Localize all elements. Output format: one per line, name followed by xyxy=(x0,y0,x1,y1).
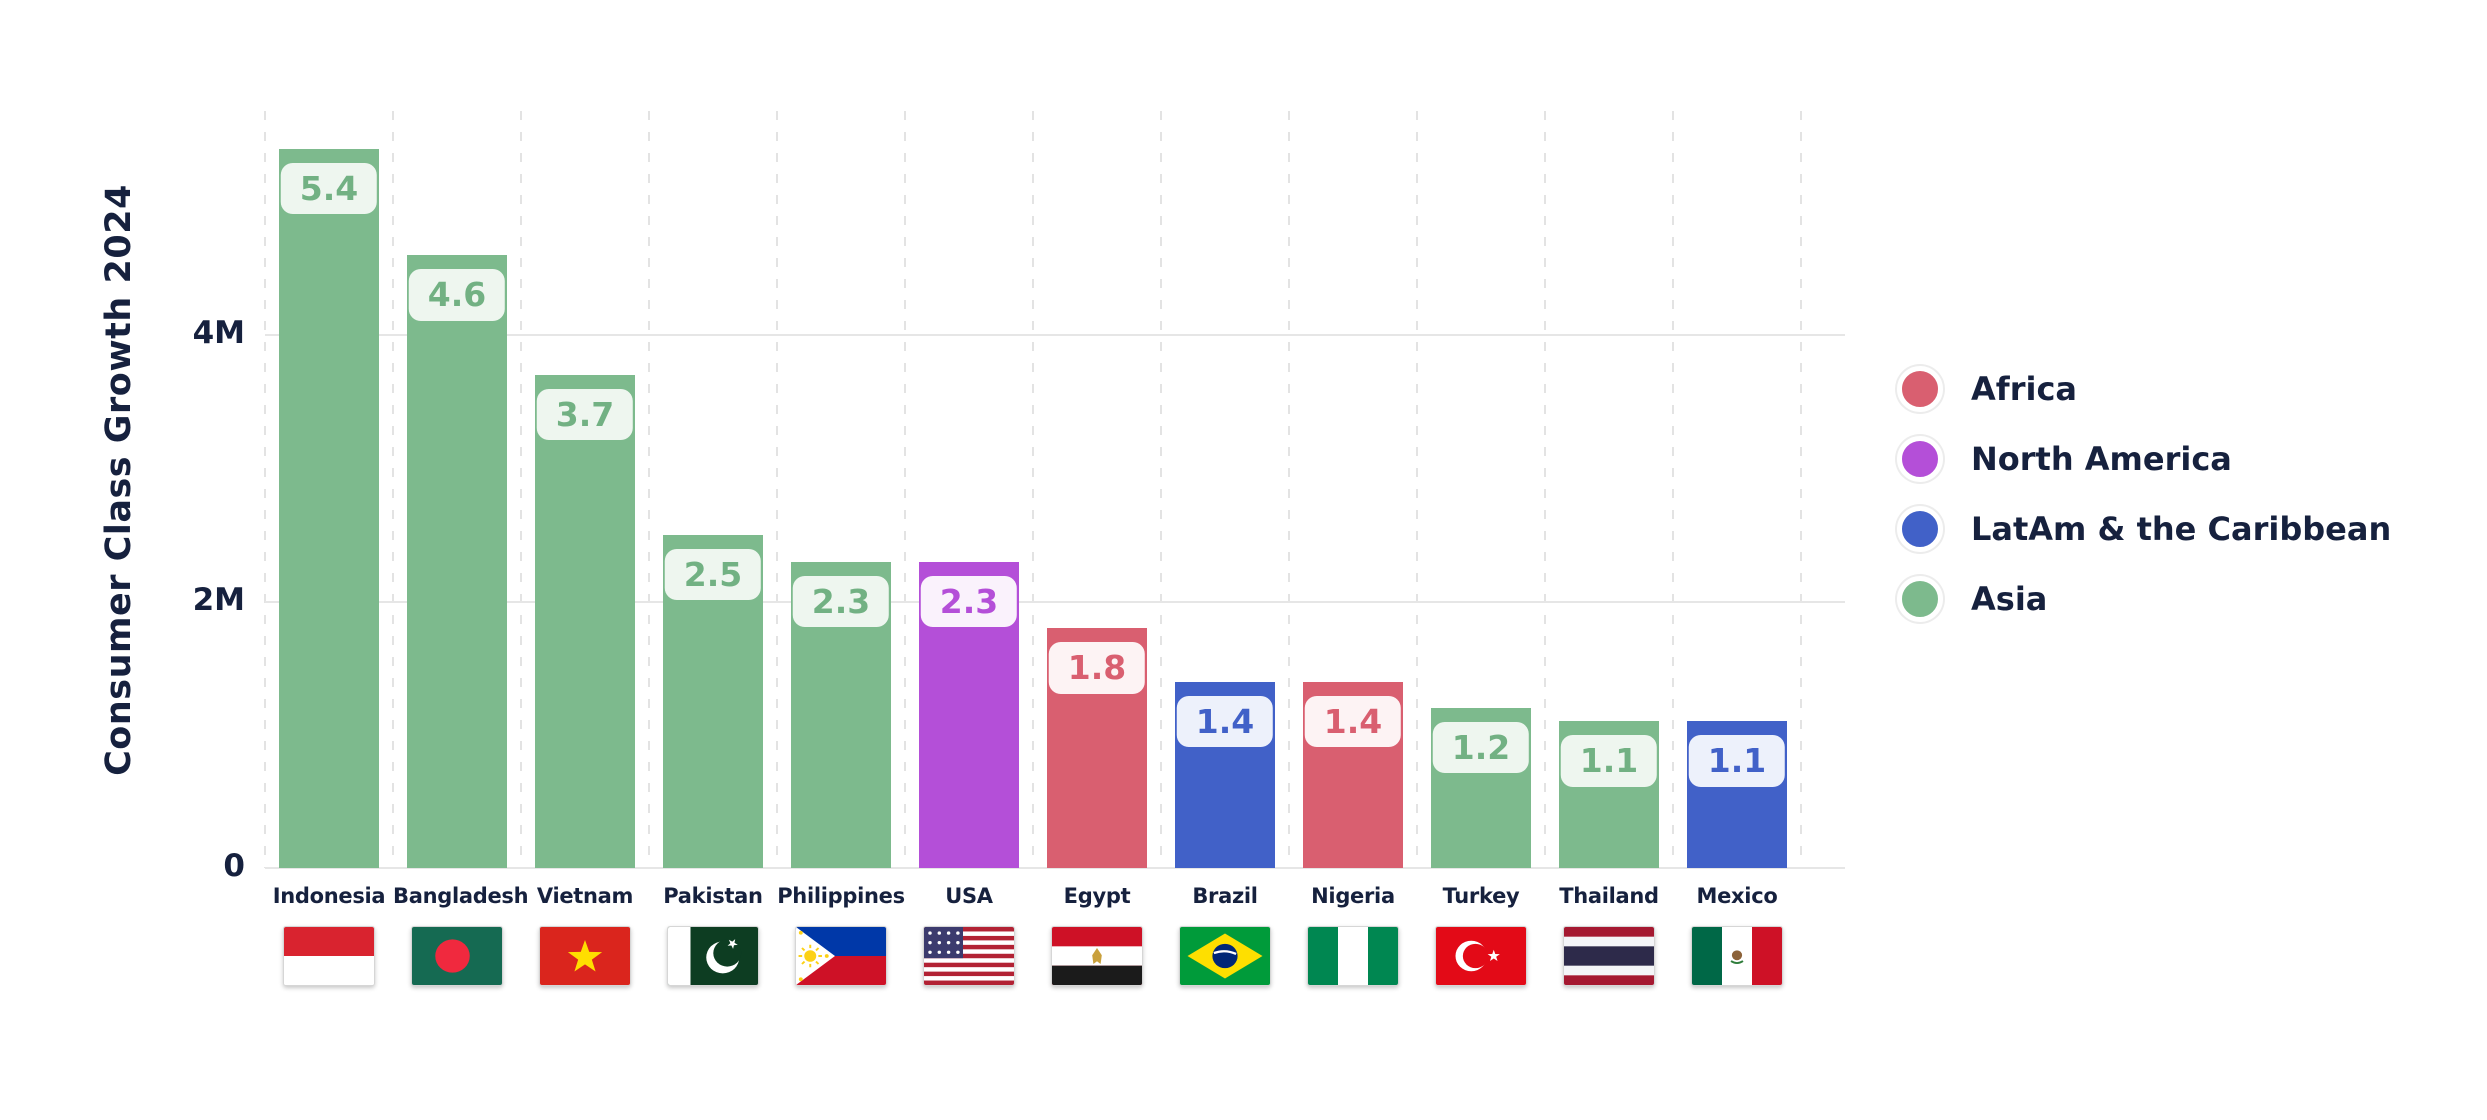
legend-item-asia: Asia xyxy=(1897,576,2391,622)
bar-egypt: 1.8 xyxy=(1047,628,1147,868)
legend-item-africa: Africa xyxy=(1897,366,2391,412)
legend-label-asia: Asia xyxy=(1971,580,2048,618)
bar-usa: 2.3 xyxy=(919,561,1019,868)
legend: Africa North America LatAm & the Caribbean… xyxy=(1897,366,2391,646)
x-label-philippines: Philippines xyxy=(777,884,905,908)
horizontal-gridline xyxy=(265,600,1845,603)
value-badge-mexico: 1.1 xyxy=(1688,735,1786,787)
vertical-gridline xyxy=(1544,111,1546,868)
value-badge-philippines: 2.3 xyxy=(792,575,890,627)
value-badge-vietnam: 3.7 xyxy=(536,389,634,441)
nigeria-flag-icon xyxy=(1307,926,1399,986)
x-label-indonesia: Indonesia xyxy=(272,884,386,908)
vertical-gridline xyxy=(1032,111,1034,868)
vertical-gridline xyxy=(1672,111,1674,868)
bar-bangladesh: 4.6 xyxy=(407,255,507,868)
x-label-egypt: Egypt xyxy=(1063,884,1131,908)
bar-nigeria: 1.4 xyxy=(1303,681,1403,868)
value-badge-pakistan: 2.5 xyxy=(664,549,762,601)
vertical-gridline xyxy=(648,111,650,868)
vertical-gridline xyxy=(264,111,266,868)
bar-indonesia: 5.4 xyxy=(279,148,379,868)
vertical-gridline xyxy=(776,111,778,868)
vertical-gridline xyxy=(1416,111,1418,868)
legend-dot-africa-icon xyxy=(1897,366,1943,412)
x-label-pakistan: Pakistan xyxy=(663,884,763,908)
legend-item-latam-the-caribbean: LatAm & the Caribbean xyxy=(1897,506,2391,552)
x-label-usa: USA xyxy=(945,884,993,908)
legend-item-north-america: North America xyxy=(1897,436,2391,482)
y-tick-0: 0 xyxy=(223,848,245,884)
vertical-gridline xyxy=(392,111,394,868)
value-badge-turkey: 1.2 xyxy=(1432,722,1530,774)
x-label-mexico: Mexico xyxy=(1696,884,1778,908)
value-badge-egypt: 1.8 xyxy=(1048,642,1146,694)
bar-pakistan: 2.5 xyxy=(663,535,763,868)
x-label-bangladesh: Bangladesh xyxy=(393,884,529,908)
egypt-flag-icon xyxy=(1051,926,1143,986)
mexico-flag-icon xyxy=(1691,926,1783,986)
legend-dot-latam-the-caribbean-icon xyxy=(1897,506,1943,552)
y-tick-2m: 2M xyxy=(192,581,245,618)
vietnam-flag-icon xyxy=(539,926,631,986)
horizontal-gridline xyxy=(265,867,1845,869)
usa-flag-icon xyxy=(923,926,1015,986)
vertical-gridline xyxy=(520,111,522,868)
legend-dot-north-america-icon xyxy=(1897,436,1943,482)
indonesia-flag-icon xyxy=(283,926,375,986)
vertical-gridline xyxy=(1800,111,1802,868)
bar-philippines: 2.3 xyxy=(791,561,891,868)
pakistan-flag-icon xyxy=(667,926,759,986)
bar-brazil: 1.4 xyxy=(1175,681,1275,868)
vertical-gridline xyxy=(1288,111,1290,868)
philippines-flag-icon xyxy=(795,926,887,986)
bar-thailand: 1.1 xyxy=(1559,721,1659,868)
bangladesh-flag-icon xyxy=(411,926,503,986)
bar-vietnam: 3.7 xyxy=(535,375,635,868)
legend-label-north-america: North America xyxy=(1971,440,2232,478)
turkey-flag-icon xyxy=(1435,926,1527,986)
plot-area: 5.4 4.6 3.7 2.5 2.3 2.3 1.8 1.4 1.4 1.2 1.1 1.1 xyxy=(264,111,1845,869)
bar-mexico: 1.1 xyxy=(1687,721,1787,868)
x-label-brazil: Brazil xyxy=(1192,884,1258,908)
legend-dot-asia-icon xyxy=(1897,576,1943,622)
value-badge-thailand: 1.1 xyxy=(1560,735,1658,787)
x-label-nigeria: Nigeria xyxy=(1311,884,1395,908)
bar-turkey: 1.2 xyxy=(1431,708,1531,868)
value-badge-brazil: 1.4 xyxy=(1176,695,1274,747)
horizontal-gridline xyxy=(265,334,1845,337)
brazil-flag-icon xyxy=(1179,926,1271,986)
value-badge-usa: 2.3 xyxy=(920,575,1018,627)
x-label-thailand: Thailand xyxy=(1559,884,1659,908)
vertical-gridline xyxy=(1160,111,1162,868)
x-label-vietnam: Vietnam xyxy=(536,884,634,908)
thailand-flag-icon xyxy=(1563,926,1655,986)
value-badge-bangladesh: 4.6 xyxy=(408,269,506,321)
y-tick-4m: 4M xyxy=(192,315,245,352)
value-badge-nigeria: 1.4 xyxy=(1304,695,1402,747)
value-badge-indonesia: 5.4 xyxy=(280,162,378,214)
legend-label-latam-the-caribbean: LatAm & the Caribbean xyxy=(1971,510,2392,548)
legend-label-africa: Africa xyxy=(1971,370,2077,408)
vertical-gridline xyxy=(904,111,906,868)
y-axis-title: Consumer Class Growth 2024 xyxy=(99,184,139,776)
x-label-turkey: Turkey xyxy=(1442,884,1520,908)
